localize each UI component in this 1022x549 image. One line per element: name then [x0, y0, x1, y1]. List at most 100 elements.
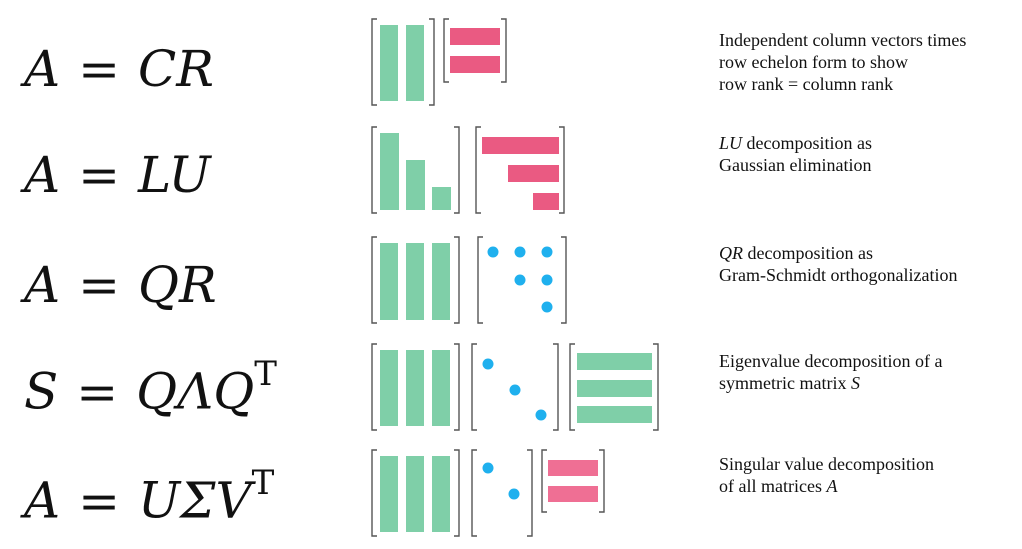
formula-equals: = [78, 256, 121, 314]
eigenvector-column-bar [380, 350, 398, 426]
matrix-bracket-left [443, 18, 449, 83]
description-line: Singular value decomposition [719, 454, 934, 474]
singular-vector-row-bar [548, 460, 598, 476]
formula-transpose: T [251, 463, 275, 503]
column-vector-bar [380, 25, 398, 101]
matrix-bracket-left [569, 343, 575, 431]
formula-equals: = [78, 471, 121, 530]
formula-rhs: LU [138, 146, 211, 204]
formula-equals: = [78, 146, 121, 204]
description-svd: Singular value decomposition of all matr… [719, 453, 1019, 497]
matrix-entry-dot [541, 301, 553, 313]
formula-lhs: A [24, 146, 61, 204]
formula-lhs: S [24, 362, 59, 421]
description-line: Gaussian elimination [719, 155, 872, 175]
formula-qr: A = QR [24, 260, 217, 310]
matrix-entry-dot [482, 462, 494, 474]
formula-equals: = [76, 362, 119, 421]
description-text: decomposition as [742, 133, 872, 153]
description-line: of all matrices A [719, 475, 1019, 497]
row-vector-bar [450, 28, 500, 45]
description-line: LU decomposition as [719, 132, 1019, 154]
matrix-bracket-left [371, 343, 377, 431]
matrix-bracket-right [501, 18, 507, 83]
description-line: row rank = column rank [719, 74, 894, 94]
upper-triangular-row [508, 165, 559, 182]
matrix-bracket-right [653, 343, 659, 431]
matrix-bracket-left [471, 449, 477, 537]
description-line: Gram-Schmidt orthogonalization [719, 265, 958, 285]
matrix-bracket-right [454, 126, 460, 214]
matrix-entry-dot [509, 384, 521, 396]
lower-triangular-column [406, 160, 425, 210]
eigenvector-column-bar [406, 350, 424, 426]
description-text: symmetric matrix [719, 373, 851, 393]
matrix-bracket-right [527, 449, 533, 537]
formula-eigen: S = QΛQT [24, 357, 277, 417]
matrix-entry-dot [541, 274, 553, 286]
matrix-entry-dot [487, 246, 499, 258]
eigenvector-row-bar [577, 380, 652, 397]
formula-lhs: A [24, 40, 61, 98]
eigenvector-row-bar [577, 353, 652, 370]
singular-vector-column-bar [380, 456, 398, 532]
matrix-bracket-left [541, 449, 547, 513]
description-line: row echelon form to show [719, 52, 908, 72]
upper-triangular-row [533, 193, 559, 210]
singular-vector-column-bar [432, 456, 450, 532]
matrix-bracket-left [475, 126, 481, 214]
matrix-entry-dot [514, 246, 526, 258]
description-text: of all matrices [719, 476, 827, 496]
matrix-bracket-right [561, 236, 567, 324]
description-line: Independent column vectors times [719, 30, 967, 50]
matrix-entry-dot [535, 409, 547, 421]
formula-cr: A = CR [24, 44, 214, 94]
lower-triangular-column [432, 187, 451, 210]
upper-triangular-row [482, 137, 559, 154]
formula-rhs: QΛQ [136, 362, 255, 421]
description-symbol: A [826, 476, 838, 496]
matrix-bracket-left [371, 126, 377, 214]
description-line: Eigenvalue decomposition of a [719, 351, 943, 371]
matrix-bracket-right [599, 449, 605, 513]
formula-lhs: A [24, 256, 61, 314]
description-symbol: QR [719, 243, 743, 263]
matrix-bracket-left [471, 343, 477, 431]
matrix-entry-dot [508, 488, 520, 500]
orthogonal-column-bar [432, 243, 450, 320]
matrix-bracket-right [454, 236, 460, 324]
formula-rhs: CR [138, 40, 214, 98]
orthogonal-column-bar [380, 243, 398, 320]
lower-triangular-column [380, 133, 399, 210]
matrix-bracket-right [553, 343, 559, 431]
description-line: QR decomposition as [719, 242, 1019, 264]
formula-lhs: A [24, 471, 61, 530]
description-lu: LU decomposition as Gaussian elimination [719, 132, 1019, 176]
singular-vector-column-bar [406, 456, 424, 532]
matrix-entry-dot [482, 358, 494, 370]
matrix-bracket-right [454, 449, 460, 537]
matrix-bracket-right [429, 18, 435, 106]
orthogonal-column-bar [406, 243, 424, 320]
matrix-bracket-left [477, 236, 483, 324]
matrix-bracket-right [454, 343, 460, 431]
matrix-bracket-right [559, 126, 565, 214]
column-vector-bar [406, 25, 424, 101]
eigenvector-column-bar [432, 350, 450, 426]
formula-equals: = [78, 40, 121, 98]
description-symbol: LU [719, 133, 743, 153]
formula-rhs: QR [138, 256, 217, 314]
singular-vector-row-bar [548, 486, 598, 502]
matrix-entry-dot [514, 274, 526, 286]
matrix-bracket-left [371, 449, 377, 537]
description-symbol: S [850, 373, 860, 393]
matrix-bracket-left [371, 236, 377, 324]
description-line: symmetric matrix S [719, 372, 1019, 394]
formula-rhs: UΣV [138, 471, 252, 530]
description-qr: QR decomposition as Gram-Schmidt orthogo… [719, 242, 1019, 286]
description-cr: Independent column vectors times row ech… [719, 29, 1019, 95]
row-vector-bar [450, 56, 500, 73]
matrix-bracket-left [371, 18, 377, 106]
